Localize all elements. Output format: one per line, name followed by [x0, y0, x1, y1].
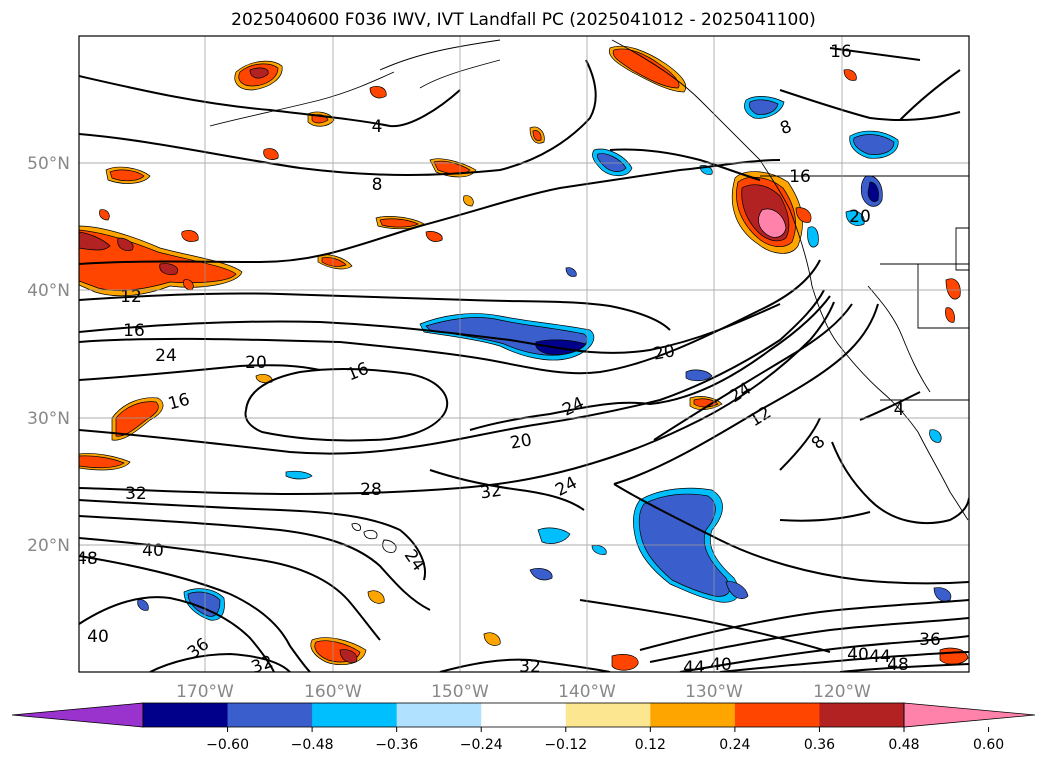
longitude-labels: 170°W 160°W 150°W 140°W 130°W 120°W: [176, 682, 871, 702]
contour-label: 32: [125, 484, 147, 504]
map-frame: [78, 35, 970, 673]
contour-label: 4: [894, 400, 905, 420]
contour-label: 40: [142, 541, 164, 561]
colorbar-cell: [396, 703, 482, 727]
contour-label: 28: [360, 480, 382, 500]
lon-label-170w: 170°W: [176, 682, 234, 702]
colorbar-tick-label: 0.24: [719, 737, 750, 753]
contour-label: 20: [509, 430, 534, 453]
contour-label: 40: [847, 645, 869, 665]
lon-label-120w: 120°W: [813, 682, 871, 702]
latitude-labels: 50°N 40°N 30°N 20°N: [27, 154, 70, 556]
colorbar-tick-label: −0.60: [206, 737, 249, 753]
contour-label: 32: [249, 652, 276, 678]
colorbar-tick-label: −0.36: [375, 737, 418, 753]
contour-label: 20: [245, 353, 267, 373]
colorbar-tick-label: −0.24: [460, 737, 503, 753]
contour-label: 8: [372, 175, 383, 195]
map-title: 2025040600 F036 IWV, IVT Landfall PC (20…: [231, 10, 816, 30]
colorbar-tick-label: 0.36: [804, 737, 835, 753]
contour-label: 12: [120, 287, 142, 307]
colorbar-extend-max: [904, 703, 1035, 727]
colorbar-tick-label: 0.60: [973, 737, 1004, 753]
colorbar-cell: [565, 703, 651, 727]
colorbar-cell: [143, 703, 229, 727]
contour-label: 24: [155, 346, 177, 366]
lon-label-140w: 140°W: [558, 682, 616, 702]
colorbar-ticks: −0.60 −0.48 −0.36 −0.24 −0.12 0.12 0.24 0.36 0.4…: [206, 727, 1004, 753]
lon-label-150w: 150°W: [431, 682, 489, 702]
contour-label: 48: [76, 549, 98, 569]
colorbar-cell: [227, 703, 313, 727]
lon-label-130w: 130°W: [685, 682, 743, 702]
contour-label: 16: [789, 167, 811, 187]
colorbar-cell: [481, 703, 567, 727]
colorbar: −0.60 −0.48 −0.36 −0.24 −0.12 0.12 0.24 0.36 0.4…: [11, 702, 1036, 753]
contour-label: 20: [652, 341, 677, 364]
lat-label-20n: 20°N: [27, 536, 70, 556]
colorbar-cell: [819, 703, 905, 727]
positive-anomaly-regions: [79, 45, 969, 671]
contour-label: 36: [919, 630, 941, 650]
contour-label: 32: [519, 657, 541, 677]
colorbar-tick-label: −0.12: [544, 737, 587, 753]
lat-label-40n: 40°N: [27, 281, 70, 301]
contour-label: 44: [683, 658, 705, 678]
colorbar-extend-min: [12, 703, 143, 727]
colorbar-cell: [734, 703, 820, 727]
lat-label-30n: 30°N: [27, 409, 70, 429]
lat-label-50n: 50°N: [27, 154, 70, 174]
contour-label: 44: [869, 647, 891, 667]
gridlines: [79, 36, 969, 672]
contour-label: 40: [87, 627, 109, 647]
colorbar-cell: [650, 703, 736, 727]
contour-label: 20: [849, 207, 871, 227]
coastlines: [209, 39, 969, 553]
contour-label: 40: [710, 655, 732, 675]
iwv-contours: [79, 47, 969, 672]
contour-label: 16: [830, 42, 852, 62]
colorbar-tick-label: 0.48: [888, 737, 919, 753]
contour-label: 32: [479, 481, 503, 504]
lon-label-160w: 160°W: [304, 682, 362, 702]
contour-label: 4: [372, 117, 383, 137]
colorbar-cells: [143, 703, 905, 727]
map-plot-area: 4 8 16 12 16 24 20 16 16 20 24 20 24 12 …: [76, 36, 969, 678]
contour-label: 16: [123, 321, 145, 341]
contour-label: 48: [887, 655, 909, 675]
colorbar-tick-label: 0.12: [635, 737, 666, 753]
colorbar-cell: [312, 703, 398, 727]
colorbar-tick-label: −0.48: [291, 737, 334, 753]
